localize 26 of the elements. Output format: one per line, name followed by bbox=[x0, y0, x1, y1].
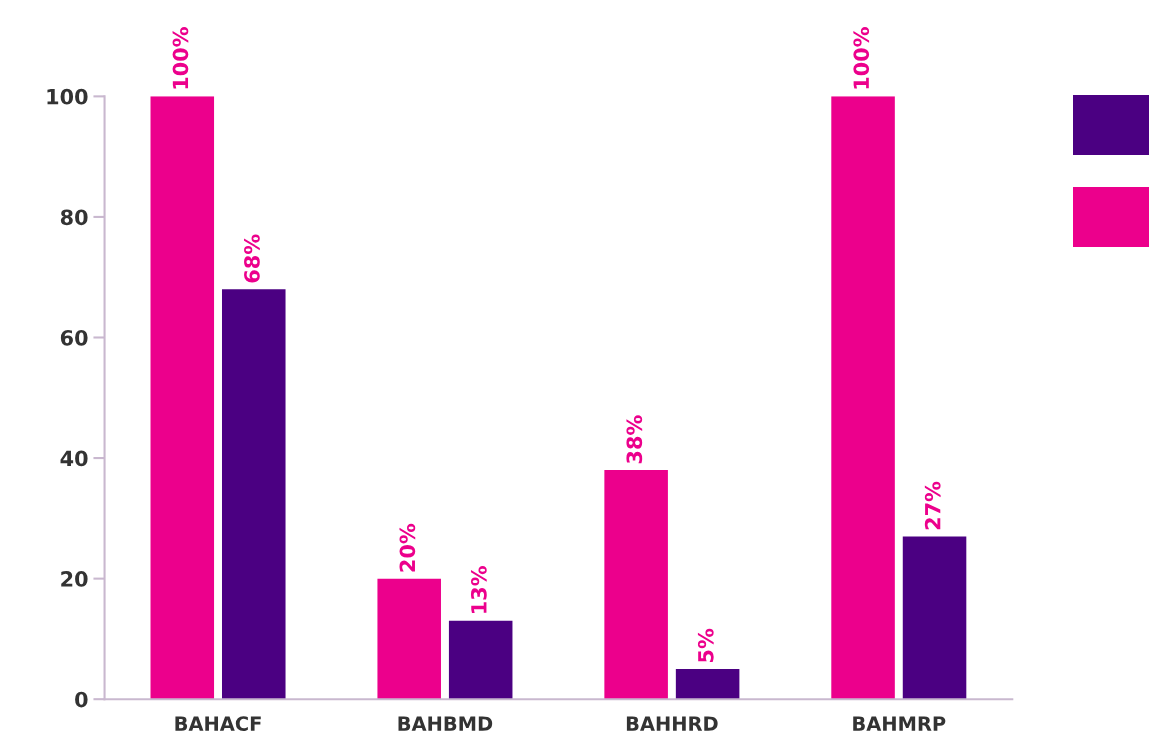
bar bbox=[902, 536, 967, 700]
y-tick-label: 60 bbox=[60, 329, 88, 346]
y-tick-label: 40 bbox=[60, 450, 88, 467]
x-tick-label: BAHMRP bbox=[853, 716, 946, 731]
data-label: 13% bbox=[470, 566, 487, 613]
bar bbox=[604, 470, 668, 700]
bar bbox=[377, 578, 441, 700]
data-label: 68% bbox=[244, 234, 260, 283]
bar bbox=[831, 96, 895, 700]
bar bbox=[150, 96, 215, 700]
bar bbox=[675, 669, 740, 700]
x-tick-label: BAHBMD bbox=[398, 716, 493, 731]
data-label: 5% bbox=[697, 628, 714, 662]
y-tick-label: 80 bbox=[60, 209, 88, 226]
data-label: 100% bbox=[853, 27, 870, 89]
data-label: 38% bbox=[626, 415, 643, 464]
x-tick-label: BAHACF bbox=[175, 716, 261, 731]
data-label: 20% bbox=[399, 523, 416, 572]
y-tick-label: 0 bbox=[75, 691, 88, 708]
bar bbox=[221, 289, 286, 700]
bar bbox=[448, 620, 513, 700]
y-tick-label: 20 bbox=[61, 571, 88, 587]
x-tick-label: BAHHRD bbox=[626, 716, 718, 731]
data-label: 100% bbox=[172, 27, 189, 89]
data-label: 27% bbox=[924, 481, 941, 530]
y-tick-label: 100 bbox=[47, 88, 88, 105]
